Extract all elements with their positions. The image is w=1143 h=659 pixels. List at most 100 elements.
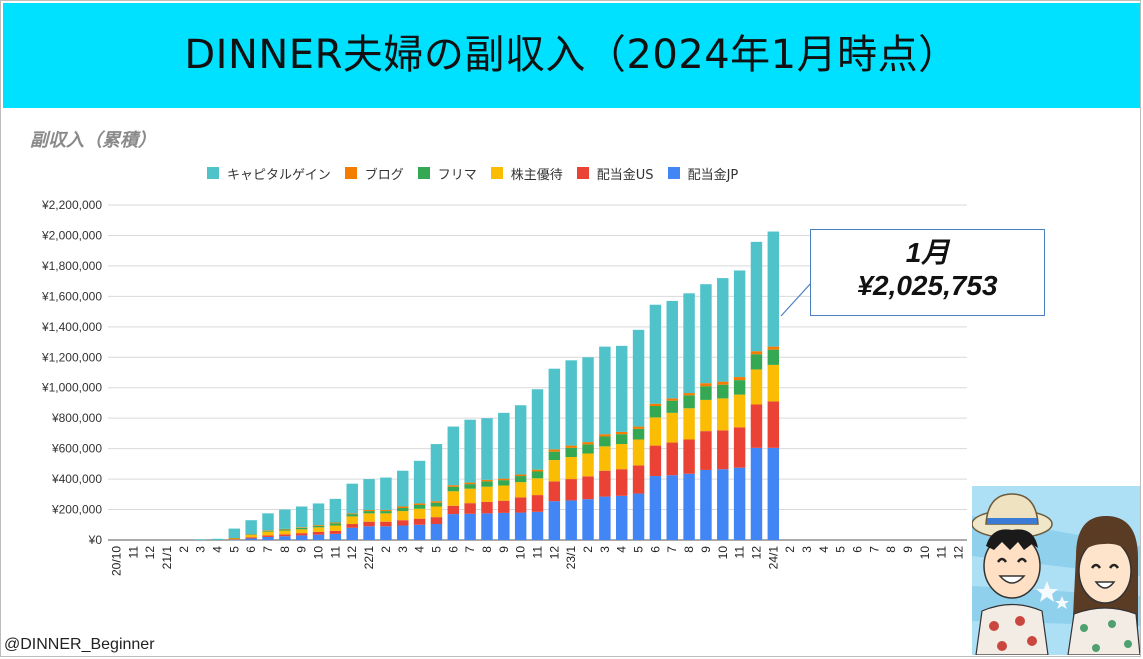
bar-segment	[262, 530, 274, 531]
bar-segment	[413, 518, 426, 525]
bar-segment	[649, 406, 662, 418]
bar-segment	[514, 405, 527, 475]
legend-item: キャピタルゲイン	[207, 164, 331, 183]
x-tick-label: 8	[682, 546, 696, 553]
bar-segment	[346, 527, 358, 540]
y-tick-label: ¥2,000,000	[41, 228, 102, 242]
couple-illustration	[972, 486, 1140, 655]
bar-segment	[262, 536, 274, 540]
bar-segment	[548, 368, 561, 450]
legend-item: 配当金JP	[667, 164, 739, 183]
bar-segment	[464, 488, 476, 504]
bar-segment	[498, 480, 510, 486]
bar-segment	[666, 412, 678, 443]
bar-segment	[312, 525, 325, 528]
legend-swatch	[417, 167, 430, 179]
y-tick-label: ¥0	[88, 533, 103, 547]
bar-segment	[228, 528, 241, 539]
bar-segment	[245, 534, 257, 536]
callout-pointer	[780, 281, 813, 317]
bar-segment	[397, 470, 409, 507]
x-tick-label: 2	[379, 546, 393, 553]
bar-segment	[632, 329, 645, 427]
x-tick-label: 2	[177, 546, 191, 553]
x-tick-label: 24/1	[766, 546, 780, 570]
bar-segment	[228, 538, 241, 539]
bar-segment	[514, 474, 527, 477]
bar-segment	[582, 442, 594, 445]
bar-segment	[295, 535, 308, 540]
x-tick-label: 23/1	[564, 546, 578, 570]
bar-segment	[498, 478, 510, 481]
x-tick-label: 7	[867, 546, 881, 553]
bar-segment	[211, 538, 224, 540]
bar-segment	[295, 529, 308, 534]
y-tick-label: ¥600,000	[51, 442, 102, 456]
bar-segment	[531, 469, 544, 472]
page-title: DINNER夫婦の副収入（2024年1月時点）	[184, 32, 959, 78]
bar-segment	[514, 476, 527, 483]
bar-segment	[615, 431, 628, 435]
x-tick-label: 11	[935, 546, 949, 559]
bar-segment	[666, 300, 678, 399]
bar-segment	[363, 479, 375, 511]
bar-segment	[329, 523, 342, 526]
bar-segment	[380, 526, 392, 540]
bar-segment	[295, 527, 308, 530]
bar-segment	[481, 418, 493, 480]
bar-segment	[767, 346, 780, 350]
bar-segment	[295, 527, 308, 528]
legend-swatch	[490, 167, 503, 179]
chart-subtitle: 副収入（累積）	[30, 130, 156, 151]
bar-segment	[683, 473, 695, 540]
star-icon	[1036, 581, 1069, 609]
x-tick-label: 4	[413, 546, 427, 553]
legend-label: 配当金JP	[687, 167, 739, 183]
bar-segment	[632, 426, 645, 429]
bar-segment	[615, 434, 628, 445]
x-tick-label: 3	[194, 546, 208, 553]
bar-segment	[346, 483, 358, 514]
bar-segment	[649, 304, 662, 404]
bar-segment	[599, 446, 611, 471]
bar-segment	[767, 231, 780, 347]
bar-segment	[582, 444, 594, 454]
bar-segment	[683, 439, 695, 474]
bar-segment	[531, 495, 544, 512]
bar-segment	[262, 513, 274, 531]
y-tick-label: ¥1,000,000	[41, 381, 102, 395]
x-tick-label: 8	[278, 546, 292, 553]
x-tick-label: 9	[497, 546, 511, 553]
bar-segment	[447, 485, 460, 487]
x-tick-label: 10	[918, 546, 932, 560]
bar-segment	[548, 481, 561, 502]
bar-segment	[700, 431, 712, 470]
bar-segment	[245, 537, 257, 539]
bar-segment	[397, 520, 409, 526]
bar-segment	[632, 439, 645, 466]
x-tick-label: 4	[817, 546, 831, 553]
x-tick-label: 6	[244, 546, 258, 553]
bar-segment	[750, 404, 763, 448]
bar-segment	[194, 539, 207, 540]
bar-segment	[430, 501, 443, 503]
bar-segment	[363, 513, 375, 522]
bar-segment	[531, 511, 544, 540]
bar-segment	[397, 506, 409, 509]
legend-label: フリマ	[437, 167, 477, 183]
bar-segment	[430, 524, 443, 540]
bar-segment	[615, 345, 628, 432]
bar-segment	[649, 476, 662, 540]
bar-segment	[700, 284, 712, 384]
bar-segment	[228, 538, 241, 540]
bar-segment	[245, 520, 257, 535]
bar-segment	[413, 503, 426, 505]
bar-segment	[683, 393, 695, 396]
x-tick-label: 20/10	[109, 546, 123, 576]
bar-segment	[498, 412, 510, 479]
bar-segment	[717, 384, 729, 399]
chart-legend: キャピタルゲイン ブログ フリマ 株主優待 配当金US 配当金JP	[207, 163, 752, 183]
x-tick-label: 9	[901, 546, 915, 553]
bar-segment	[346, 513, 358, 515]
x-tick-label: 11	[126, 546, 140, 559]
